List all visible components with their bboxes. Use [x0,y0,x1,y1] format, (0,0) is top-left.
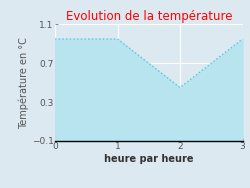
Title: Evolution de la température: Evolution de la température [66,10,232,23]
Y-axis label: Température en °C: Température en °C [18,37,29,129]
X-axis label: heure par heure: heure par heure [104,154,194,164]
